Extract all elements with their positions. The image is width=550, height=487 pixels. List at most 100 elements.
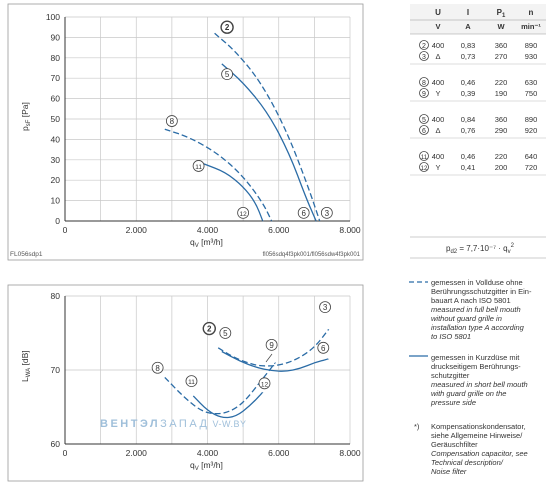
- series-marker-12: [258, 377, 271, 390]
- series-marker-label: 9: [269, 341, 274, 350]
- y-axis-label-unit: [dB]: [20, 350, 30, 367]
- series-marker-3: [320, 206, 333, 219]
- series-marker-6: [297, 206, 310, 219]
- series-marker-5: [219, 327, 232, 339]
- table-row-marker: [419, 51, 429, 61]
- series-marker-9: [265, 338, 278, 351]
- series-marker-label: 5: [225, 70, 230, 79]
- x-axis-label-unit: [m³/h]: [199, 460, 223, 470]
- table-row-id: 11: [421, 155, 428, 161]
- watermark-text: ВЕНТЭЛЗАПАД V-W.BY: [100, 418, 247, 430]
- series-marker-12: [237, 206, 250, 219]
- series-curve-8: [164, 361, 276, 415]
- table-unit: V: [435, 22, 440, 31]
- y-tick-label: 30: [51, 155, 61, 165]
- x-axis-label-unit: [m³/h]: [199, 237, 223, 247]
- table-cell: 890: [525, 41, 538, 50]
- table-header-bg: [410, 4, 546, 34]
- table-cell: 400: [432, 115, 445, 124]
- formula-text: pd2 = 7,7·10⁻⁷ · qv2: [446, 243, 515, 255]
- x-axis-label-main: q: [190, 237, 195, 247]
- table-cell: 360: [495, 41, 508, 50]
- legend-note-text-en: Compensation capacitor, see: [431, 449, 528, 458]
- legend-dashed-text-en: without guard grille in: [431, 314, 502, 323]
- leader-line-9: [265, 353, 273, 363]
- footer-right-code: fl056sdq4f3pk001/fl056sdw4f3pk001: [263, 252, 361, 258]
- formula-sub1: d2: [450, 249, 457, 255]
- x-tick-label: 2.000: [126, 448, 148, 458]
- table-cell: 0,83: [461, 41, 476, 50]
- series-marker-label: 6: [301, 209, 306, 218]
- legend-solid-text-en: pressure side: [430, 398, 476, 407]
- series-marker-2: [202, 321, 216, 336]
- legend-note-mark: *): [414, 422, 420, 431]
- series-marker-label: 2: [225, 23, 230, 32]
- table-cell: 930: [525, 52, 538, 61]
- series-curve-2: [214, 32, 321, 222]
- table-row-marker: [419, 125, 429, 135]
- table-header-text: n: [529, 8, 534, 17]
- table-cell: 290: [495, 126, 508, 135]
- y-tick-label: 60: [51, 439, 61, 449]
- table-cell: 0,84: [461, 115, 476, 124]
- watermark-part-b: ЗАПАД: [160, 418, 209, 430]
- table-cell: Y: [435, 163, 440, 172]
- table-cell: 220: [495, 78, 508, 87]
- table-cell: 200: [495, 163, 508, 172]
- x-axis-label-sub: V: [195, 466, 199, 472]
- table-row-marker: [419, 88, 429, 98]
- y-tick-label: 100: [46, 12, 60, 22]
- x-tick-label: 6.000: [268, 225, 290, 235]
- series-curve-5: [221, 63, 317, 222]
- table-cell: 0,46: [461, 78, 476, 87]
- chart-frame: [7, 284, 364, 482]
- legend-note-text: siehe Allgemeine Hinweise/: [431, 431, 523, 440]
- series-marker-label: 3: [323, 303, 328, 312]
- table-cell: 640: [525, 152, 538, 161]
- formula-eq: = 7,7·10⁻⁷ · q: [457, 244, 507, 253]
- x-axis-label: qV [m³/h]: [190, 460, 223, 472]
- series-marker-label: 2: [207, 325, 212, 334]
- y-tick-label: 80: [51, 291, 61, 301]
- series-marker-label: 11: [188, 379, 195, 386]
- y-axis-label: psF [Pa]: [20, 102, 32, 131]
- y-axis-label-main: L: [20, 377, 30, 382]
- series-marker-label: 8: [155, 364, 160, 373]
- series-marker-6: [317, 341, 330, 354]
- y-tick-label: 90: [51, 32, 61, 42]
- table-row-id: 3: [422, 54, 426, 61]
- series-curve-11: [192, 391, 264, 419]
- series-marker-label: 12: [240, 211, 248, 218]
- legend-note-text-en: Noise filter: [431, 467, 467, 476]
- series-marker-label: 6: [321, 344, 326, 353]
- legend-dashed-text: Berührungsschutzgitter in Ein-: [431, 287, 532, 296]
- series-marker-label: 5: [223, 329, 228, 338]
- table-unit: A: [465, 22, 471, 31]
- formula-p: p: [446, 244, 451, 253]
- table-cell: 0,39: [461, 89, 476, 98]
- table-row-id: 6: [422, 128, 426, 135]
- formula-sup: 2: [511, 243, 515, 249]
- table-cell: 400: [432, 78, 445, 87]
- table-header: U: [435, 8, 441, 17]
- y-axis-label-main: p: [20, 126, 30, 131]
- table-cell: 360: [495, 115, 508, 124]
- legend-dashed-text: gemessen in Vollduse ohne: [431, 278, 523, 287]
- legend-note-text-en: Technical description/: [431, 458, 504, 467]
- table-cell: 270: [495, 52, 508, 61]
- y-tick-label: 50: [51, 114, 61, 124]
- x-axis-label-main: q: [190, 460, 195, 470]
- series-marker-8: [165, 115, 178, 127]
- series-marker-label: 8: [170, 117, 175, 126]
- series-marker-5: [221, 68, 233, 81]
- x-axis-label-sub: V: [195, 243, 199, 249]
- series-marker-8: [151, 361, 164, 374]
- table-row-id: 12: [421, 166, 428, 172]
- table-cell: 0,46: [461, 152, 476, 161]
- table-cell: 630: [525, 78, 538, 87]
- legend-dashed-text-en: measured in full bell mouth: [431, 305, 521, 314]
- series-marker-11: [192, 160, 205, 172]
- y-axis-label: LWA [dB]: [20, 350, 32, 382]
- series-marker-label: 3: [325, 209, 330, 218]
